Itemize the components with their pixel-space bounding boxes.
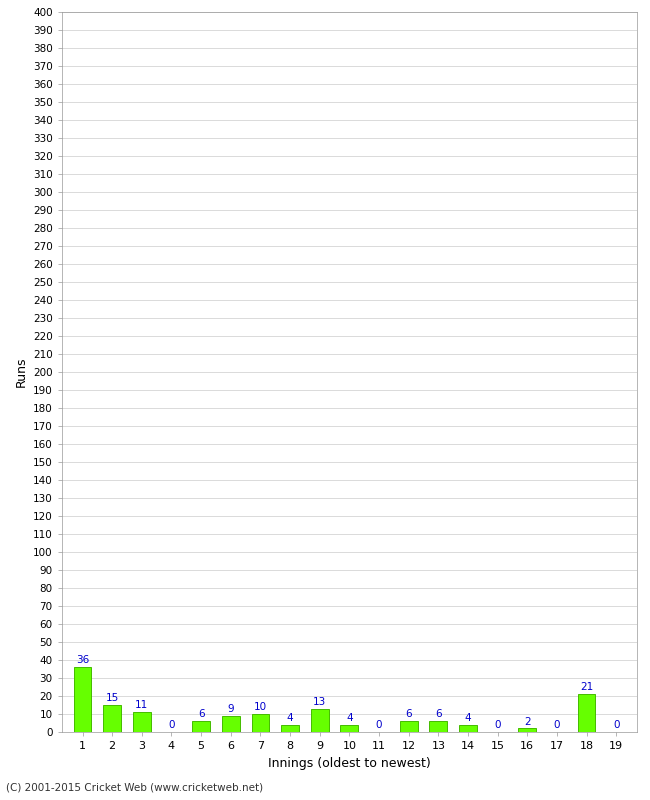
- X-axis label: Innings (oldest to newest): Innings (oldest to newest): [268, 757, 431, 770]
- Bar: [281, 725, 299, 732]
- Text: 0: 0: [168, 720, 175, 730]
- Bar: [73, 667, 92, 732]
- Text: 4: 4: [287, 713, 293, 723]
- Text: 11: 11: [135, 701, 148, 710]
- Bar: [400, 722, 417, 732]
- Text: 0: 0: [495, 720, 501, 730]
- Text: 0: 0: [554, 720, 560, 730]
- Text: 6: 6: [198, 710, 205, 719]
- Bar: [459, 725, 477, 732]
- Text: 4: 4: [465, 713, 471, 723]
- Bar: [103, 705, 121, 732]
- Text: 13: 13: [313, 697, 326, 707]
- Text: 10: 10: [254, 702, 267, 712]
- Text: 6: 6: [406, 710, 412, 719]
- Text: (C) 2001-2015 Cricket Web (www.cricketweb.net): (C) 2001-2015 Cricket Web (www.cricketwe…: [6, 782, 264, 792]
- Text: 9: 9: [227, 704, 234, 714]
- Bar: [311, 709, 329, 732]
- Bar: [519, 728, 536, 732]
- Bar: [252, 714, 269, 732]
- Text: 2: 2: [524, 717, 530, 726]
- Y-axis label: Runs: Runs: [14, 357, 27, 387]
- Text: 36: 36: [76, 655, 89, 666]
- Text: 0: 0: [613, 720, 619, 730]
- Text: 21: 21: [580, 682, 593, 692]
- Text: 15: 15: [105, 693, 119, 703]
- Text: 4: 4: [346, 713, 353, 723]
- Text: 0: 0: [376, 720, 382, 730]
- Bar: [341, 725, 358, 732]
- Bar: [133, 712, 151, 732]
- Bar: [430, 722, 447, 732]
- Bar: [578, 694, 595, 732]
- Bar: [222, 716, 240, 732]
- Bar: [192, 722, 210, 732]
- Text: 6: 6: [435, 710, 441, 719]
